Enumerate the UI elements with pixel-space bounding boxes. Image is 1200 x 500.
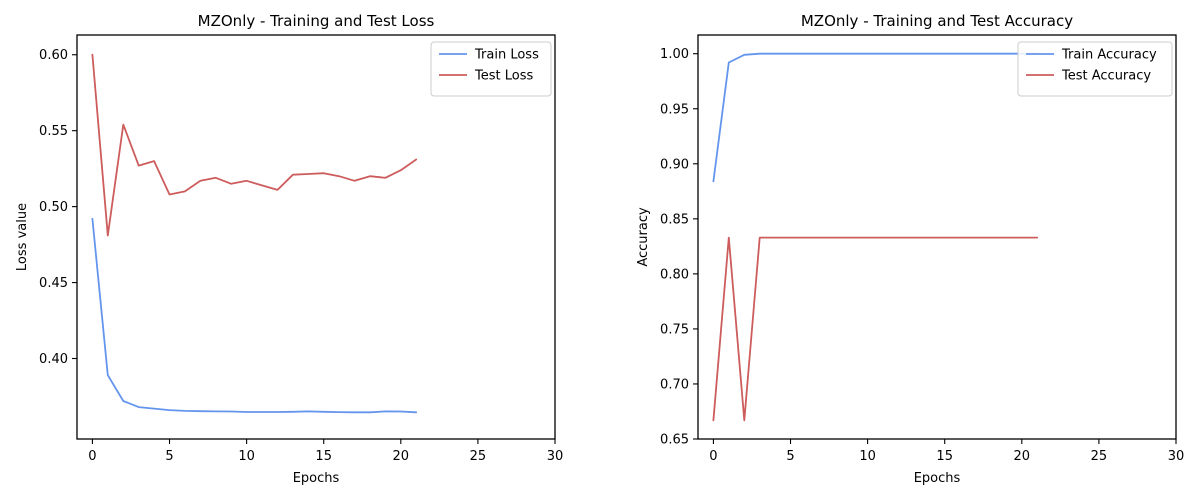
accuracy-y-tick-label: 0.65: [660, 433, 689, 448]
loss-x-tick-label: 20: [393, 449, 410, 464]
accuracy-y-tick-label: 0.90: [660, 157, 689, 172]
accuracy-x-tick-label: 20: [1014, 449, 1031, 464]
loss-legend-box: [430, 41, 552, 97]
accuracy-series-line-train: [712, 52, 1039, 183]
accuracy-chart-xlabel: Epochs: [914, 471, 961, 486]
accuracy-x-tick-label: 25: [1091, 449, 1108, 464]
loss-y-tick-label: 0.40: [39, 352, 68, 367]
accuracy-chart-ylabel: Accuracy: [636, 207, 651, 267]
accuracy-x-tick-label: 5: [786, 449, 794, 464]
loss-y-tick-label: 0.45: [39, 276, 68, 291]
accuracy-y-tick-label: 0.75: [660, 322, 689, 337]
accuracy-legend-label: Test Accuracy: [1061, 69, 1151, 84]
loss-x-tick-label: 0: [88, 449, 96, 464]
accuracy-legend: Train Accuracy Test Accuracy: [1017, 41, 1173, 97]
loss-legend-label: Test Loss: [474, 69, 533, 84]
accuracy-x-tick-label: 0: [709, 449, 717, 464]
accuracy-axes-frame: [697, 34, 1177, 440]
accuracy-y-tick-label: 1.00: [660, 47, 689, 62]
accuracy-series-line-test: [712, 236, 1039, 422]
loss-x-tick-label: 30: [547, 449, 564, 464]
accuracy-legend-box: [1017, 41, 1173, 97]
accuracy-y-tick-label: 0.70: [660, 377, 689, 392]
accuracy-chart-panel: MZOnly - Training and Test Accuracy Epoc…: [636, 12, 1184, 486]
loss-chart-panel: MZOnly - Training and Test Loss Epochs L…: [15, 12, 563, 486]
loss-x-tick-label: 5: [165, 449, 173, 464]
loss-chart-ylabel: Loss value: [15, 203, 30, 271]
loss-chart-title: MZOnly - Training and Test Loss: [198, 12, 435, 30]
accuracy-y-tick-label: 0.85: [660, 212, 689, 227]
accuracy-chart-title: MZOnly - Training and Test Accuracy: [801, 12, 1073, 30]
accuracy-legend-label: Train Accuracy: [1061, 48, 1157, 63]
loss-chart-xlabel: Epochs: [293, 471, 340, 486]
loss-legend-label: Train Loss: [474, 48, 539, 63]
accuracy-x-tick-label: 10: [859, 449, 876, 464]
accuracy-x-tick-label: 15: [936, 449, 953, 464]
loss-legend: Train Loss Test Loss: [430, 41, 552, 97]
loss-x-tick-label: 15: [315, 449, 332, 464]
loss-y-tick-label: 0.55: [39, 124, 68, 139]
loss-x-tick-label: 25: [470, 449, 487, 464]
loss-axes-frame: [76, 34, 556, 440]
accuracy-y-tick-label: 0.95: [660, 102, 689, 117]
loss-y-tick-label: 0.50: [39, 200, 68, 215]
loss-series-line-train: [91, 217, 418, 414]
loss-series-line-test: [91, 53, 418, 237]
loss-x-tick-label: 10: [238, 449, 255, 464]
accuracy-y-tick-label: 0.80: [660, 267, 689, 282]
loss-y-tick-label: 0.60: [39, 48, 68, 63]
accuracy-x-tick-label: 30: [1168, 449, 1185, 464]
